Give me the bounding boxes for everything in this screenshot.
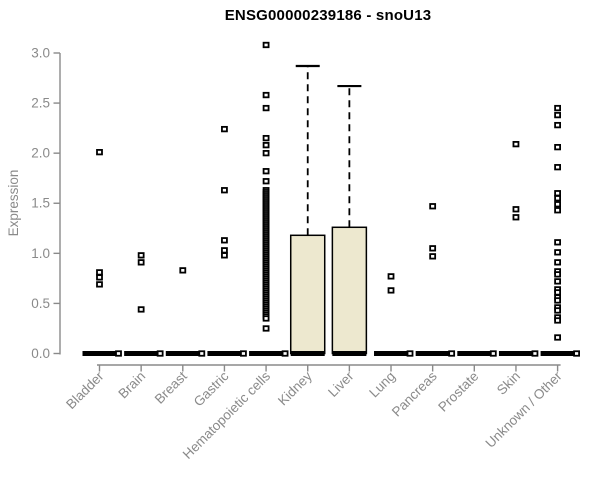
category-label: Unknown / Other	[482, 368, 565, 451]
data-point-hematopoietic-cells	[262, 134, 270, 142]
data-point-hematopoietic-cells	[262, 141, 270, 149]
data-point-breast	[198, 350, 206, 357]
data-point-hematopoietic-cells	[262, 41, 270, 49]
box-kidney	[289, 234, 326, 355]
data-point-bladder	[115, 350, 122, 357]
data-point-lung	[406, 350, 414, 357]
data-point-unknown-other	[554, 190, 561, 197]
data-point-hematopoietic-cells	[262, 91, 270, 99]
category-label: Liver	[325, 368, 357, 400]
data-point-pancreas	[429, 245, 437, 252]
data-point-hematopoietic-cells	[262, 168, 270, 175]
median-bar-lung	[374, 351, 409, 356]
data-point-skin	[512, 206, 520, 213]
y-tick-label: 2.0	[31, 146, 50, 161]
data-point-unknown-other	[554, 201, 561, 208]
data-point-gastric	[221, 187, 228, 194]
data-point-pancreas	[448, 350, 456, 357]
median-bar-brain	[124, 351, 159, 356]
category-label: Kidney	[275, 368, 315, 408]
data-point-unknown-other	[554, 271, 561, 278]
data-point-lung	[387, 287, 395, 294]
data-point-pancreas	[429, 253, 437, 260]
category-label: Breast	[152, 368, 190, 406]
y-tick-label: 0.0	[31, 346, 50, 361]
data-point-gastric	[240, 350, 247, 357]
data-point-hematopoietic-cells	[262, 315, 270, 322]
data-point-bladder	[96, 274, 103, 281]
data-point-gastric	[221, 252, 228, 259]
data-point-hematopoietic-cells	[262, 104, 270, 112]
data-point-hematopoietic-cells	[262, 150, 270, 157]
median-bar-hematopoietic-cells	[249, 351, 284, 356]
category-label: Gastric	[191, 368, 232, 409]
category-label: Skin	[494, 369, 523, 398]
data-point-breast	[179, 267, 187, 274]
data-point-hematopoietic-cells	[262, 178, 270, 185]
median-bar-bladder	[82, 351, 117, 356]
data-point-unknown-other	[554, 297, 561, 304]
data-point-unknown-other	[554, 289, 561, 296]
category-label: Lung	[366, 369, 398, 401]
data-point-gastric	[221, 125, 228, 133]
chart-title: ENSG00000239186 - snoU13	[224, 7, 432, 24]
data-point-prostate	[489, 350, 497, 357]
data-point-unknown-other	[554, 278, 561, 285]
data-point-unknown-other	[554, 249, 561, 256]
data-point-unknown-other	[554, 121, 561, 129]
category-label: Pancreas	[389, 368, 440, 419]
data-point-unknown-other	[554, 207, 561, 214]
data-point-bladder	[96, 149, 103, 156]
y-tick-label: 2.5	[31, 96, 50, 111]
data-point-unknown-other	[554, 334, 561, 341]
data-point-unknown-other	[573, 350, 580, 357]
median-bar-gastric	[207, 351, 242, 356]
median-bar-pancreas	[415, 351, 450, 356]
data-point-brain	[137, 252, 145, 259]
data-point-unknown-other	[554, 317, 561, 324]
median-bar-kidney	[290, 351, 325, 356]
data-point-hematopoietic-cells	[262, 325, 270, 332]
data-point-brain	[156, 350, 164, 357]
box-liver	[331, 226, 368, 355]
data-point-skin	[512, 214, 520, 221]
median-bar-liver	[332, 351, 367, 356]
data-point-hematopoietic-cells	[281, 350, 289, 357]
y-tick-label: 1.5	[31, 196, 50, 211]
data-point-skin	[531, 350, 539, 357]
data-point-unknown-other	[554, 307, 561, 314]
median-bar-skin	[498, 351, 533, 356]
data-point-brain	[137, 259, 145, 266]
data-point-unknown-other	[554, 104, 561, 112]
median-bar-unknown-other	[540, 351, 575, 356]
y-tick-label: 0.5	[31, 296, 50, 311]
data-point-bladder	[96, 269, 103, 276]
median-bar-breast	[165, 351, 200, 356]
data-point-unknown-other	[554, 143, 561, 151]
data-point-skin	[512, 140, 520, 148]
category-label: Bladder	[63, 368, 107, 412]
data-point-unknown-other	[554, 111, 561, 119]
data-point-pancreas	[429, 203, 437, 210]
data-point-brain	[137, 306, 145, 313]
category-label: Brain	[115, 369, 148, 402]
data-point-unknown-other	[554, 195, 561, 202]
data-point-unknown-other	[554, 164, 561, 171]
data-point-gastric	[221, 237, 228, 244]
data-point-bladder	[96, 281, 103, 288]
data-point-unknown-other	[554, 239, 561, 246]
category-label: Prostate	[435, 369, 481, 415]
y-tick-label: 1.0	[31, 246, 50, 261]
data-point-lung	[387, 273, 395, 280]
median-bar-prostate	[457, 351, 492, 356]
y-tick-label: 3.0	[31, 45, 50, 60]
data-point-gastric	[221, 247, 228, 254]
data-point-unknown-other	[554, 259, 561, 266]
